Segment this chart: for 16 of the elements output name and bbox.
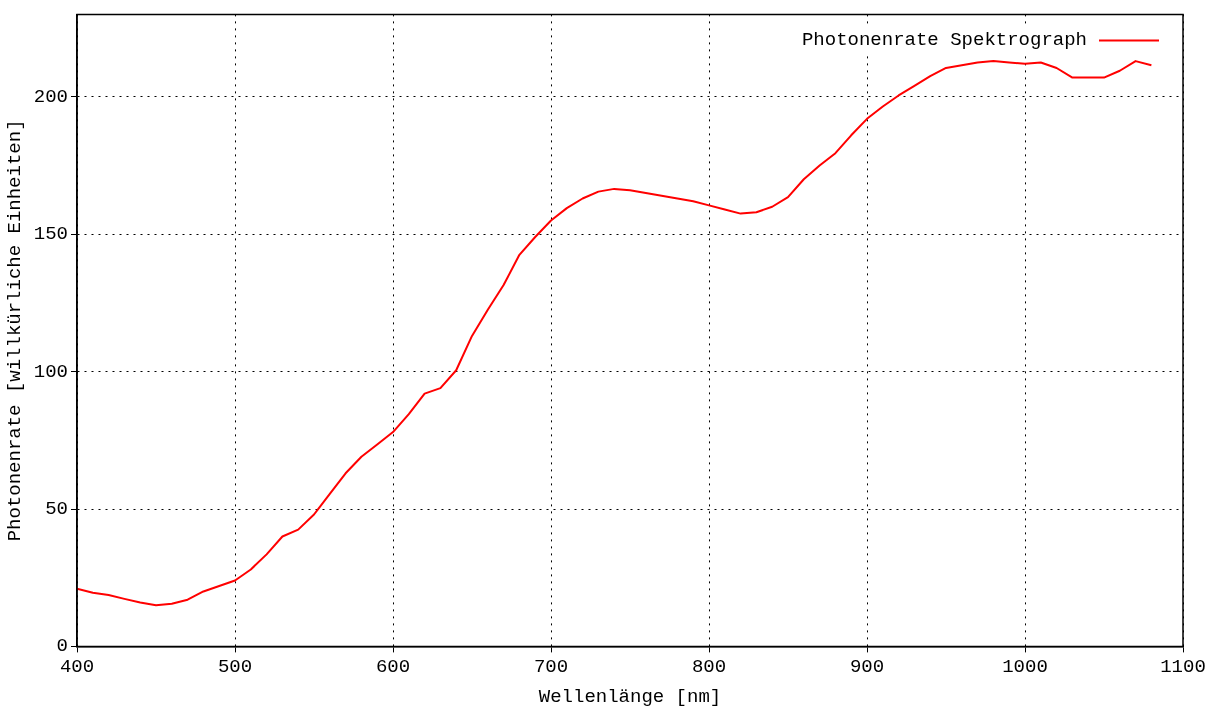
x-tick-label: 800 xyxy=(691,655,727,678)
y-tick-label: 200 xyxy=(33,85,69,108)
y-tick-label: 100 xyxy=(33,360,69,383)
x-tick-label: 500 xyxy=(217,655,253,678)
x-tick-label: 400 xyxy=(59,655,95,678)
y-tick-label: 0 xyxy=(56,635,69,658)
x-tick-label: 600 xyxy=(375,655,411,678)
x-tick-label: 1100 xyxy=(1160,655,1206,678)
x-tick-label: 700 xyxy=(533,655,569,678)
y-tick-label: 50 xyxy=(45,498,69,521)
x-axis-title: Wellenlänge [nm] xyxy=(538,685,722,708)
x-tick-label: 1000 xyxy=(1002,655,1048,678)
x-tick-label: 900 xyxy=(849,655,885,678)
y-tick-label: 150 xyxy=(33,223,69,246)
legend-label: Photonenrate Spektrograph xyxy=(801,29,1087,52)
y-axis-title: Photonenrate [willkürliche Einheiten] xyxy=(4,119,27,542)
